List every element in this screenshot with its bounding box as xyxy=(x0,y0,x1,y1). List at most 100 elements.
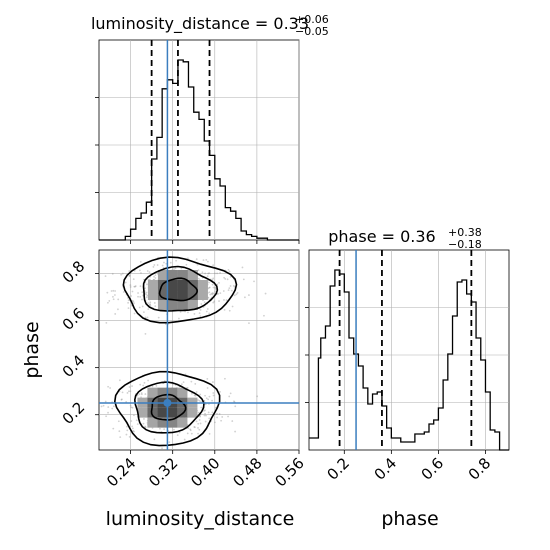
sample-point xyxy=(195,391,198,393)
histogram-panel-luminosity-distance: luminosity_distance = 0.33 +0.06 −0.05 xyxy=(91,13,329,244)
sample-point xyxy=(127,307,130,309)
sample-point xyxy=(112,289,115,292)
sample-point xyxy=(149,305,152,307)
sample-point xyxy=(131,385,133,387)
sample-point xyxy=(190,392,193,395)
sample-point xyxy=(125,433,128,436)
density-cell xyxy=(197,280,208,290)
sample-point xyxy=(131,406,134,409)
sample-point xyxy=(139,260,142,263)
sample-point xyxy=(120,398,123,401)
sample-point xyxy=(211,279,214,281)
sample-point xyxy=(105,321,108,324)
sample-point xyxy=(233,400,235,403)
sample-point xyxy=(213,272,216,275)
sample-point xyxy=(154,274,157,277)
sample-point xyxy=(144,287,146,290)
sample-point xyxy=(228,287,231,290)
sample-point xyxy=(224,278,227,280)
sample-point xyxy=(231,305,234,308)
x-axis-label-luminosity-distance: luminosity_distance xyxy=(106,508,295,530)
sample-point xyxy=(231,420,234,422)
ticks-luminosity-distance xyxy=(95,97,300,244)
sample-point xyxy=(207,272,210,275)
sample-point xyxy=(194,394,197,397)
sample-point xyxy=(208,395,211,398)
sample-point xyxy=(142,384,145,387)
density-cell xyxy=(197,290,208,300)
title-main-phase: phase = 0.36 xyxy=(328,227,435,246)
contour-line xyxy=(113,370,221,447)
sample-point xyxy=(198,399,201,402)
sample-point xyxy=(146,316,149,319)
sample-point xyxy=(156,264,159,266)
sample-point xyxy=(212,292,215,295)
quantile-lines-phase xyxy=(338,250,473,450)
sample-point xyxy=(212,394,215,397)
sample-point xyxy=(164,323,167,325)
sample-point xyxy=(117,420,120,423)
sample-point xyxy=(201,271,204,274)
sample-point xyxy=(205,258,208,261)
sample-point xyxy=(145,296,148,299)
sample-point xyxy=(187,311,189,314)
sample-point xyxy=(171,383,174,386)
sample-point xyxy=(212,286,215,289)
sample-point xyxy=(132,430,135,432)
sample-point xyxy=(264,292,267,295)
sample-point xyxy=(128,274,131,277)
sample-point xyxy=(197,277,200,280)
sample-point xyxy=(226,278,229,281)
sample-point xyxy=(129,390,132,393)
sample-point xyxy=(128,275,131,277)
sample-point xyxy=(173,428,175,431)
sample-point xyxy=(148,271,151,274)
sample-point xyxy=(228,395,231,398)
sample-point xyxy=(216,283,219,286)
sample-point xyxy=(121,391,124,394)
sample-point xyxy=(133,302,135,305)
sample-point xyxy=(133,430,135,433)
sample-point xyxy=(127,299,130,302)
density-cell xyxy=(157,270,168,280)
sample-point xyxy=(121,272,124,275)
sample-point xyxy=(114,294,116,296)
sample-point xyxy=(229,285,232,287)
density-cell xyxy=(137,407,148,418)
sample-point xyxy=(144,426,147,429)
sample-point xyxy=(175,259,178,262)
sample-point xyxy=(204,420,207,423)
sample-point xyxy=(199,415,201,418)
sample-point xyxy=(223,299,225,301)
sample-point xyxy=(263,314,265,317)
sample-point xyxy=(218,300,220,302)
sample-point xyxy=(206,387,209,389)
sample-point xyxy=(133,269,136,272)
sample-point xyxy=(153,438,156,441)
sample-point xyxy=(208,286,211,289)
sample-point xyxy=(230,289,233,292)
sample-point xyxy=(131,290,134,293)
sample-point xyxy=(218,282,220,284)
sample-point xyxy=(180,267,183,270)
sample-point xyxy=(234,430,237,433)
x-axis-label-phase: phase xyxy=(381,508,438,530)
sample-point xyxy=(147,379,150,382)
density-cell xyxy=(187,290,198,300)
sample-point xyxy=(151,385,154,388)
sample-point xyxy=(131,299,134,302)
sample-point xyxy=(176,434,179,437)
sample-point xyxy=(227,289,230,291)
density-cell xyxy=(147,387,158,398)
sample-point xyxy=(146,294,149,297)
sample-point xyxy=(211,293,214,296)
sample-point xyxy=(100,405,103,408)
sample-point xyxy=(195,420,198,423)
sample-point xyxy=(118,379,121,382)
sample-point xyxy=(197,432,199,435)
sample-point xyxy=(228,309,231,312)
sample-point xyxy=(203,414,206,417)
sample-point xyxy=(223,309,226,311)
sample-point xyxy=(190,380,193,383)
grid-luminosity-distance xyxy=(99,40,300,240)
